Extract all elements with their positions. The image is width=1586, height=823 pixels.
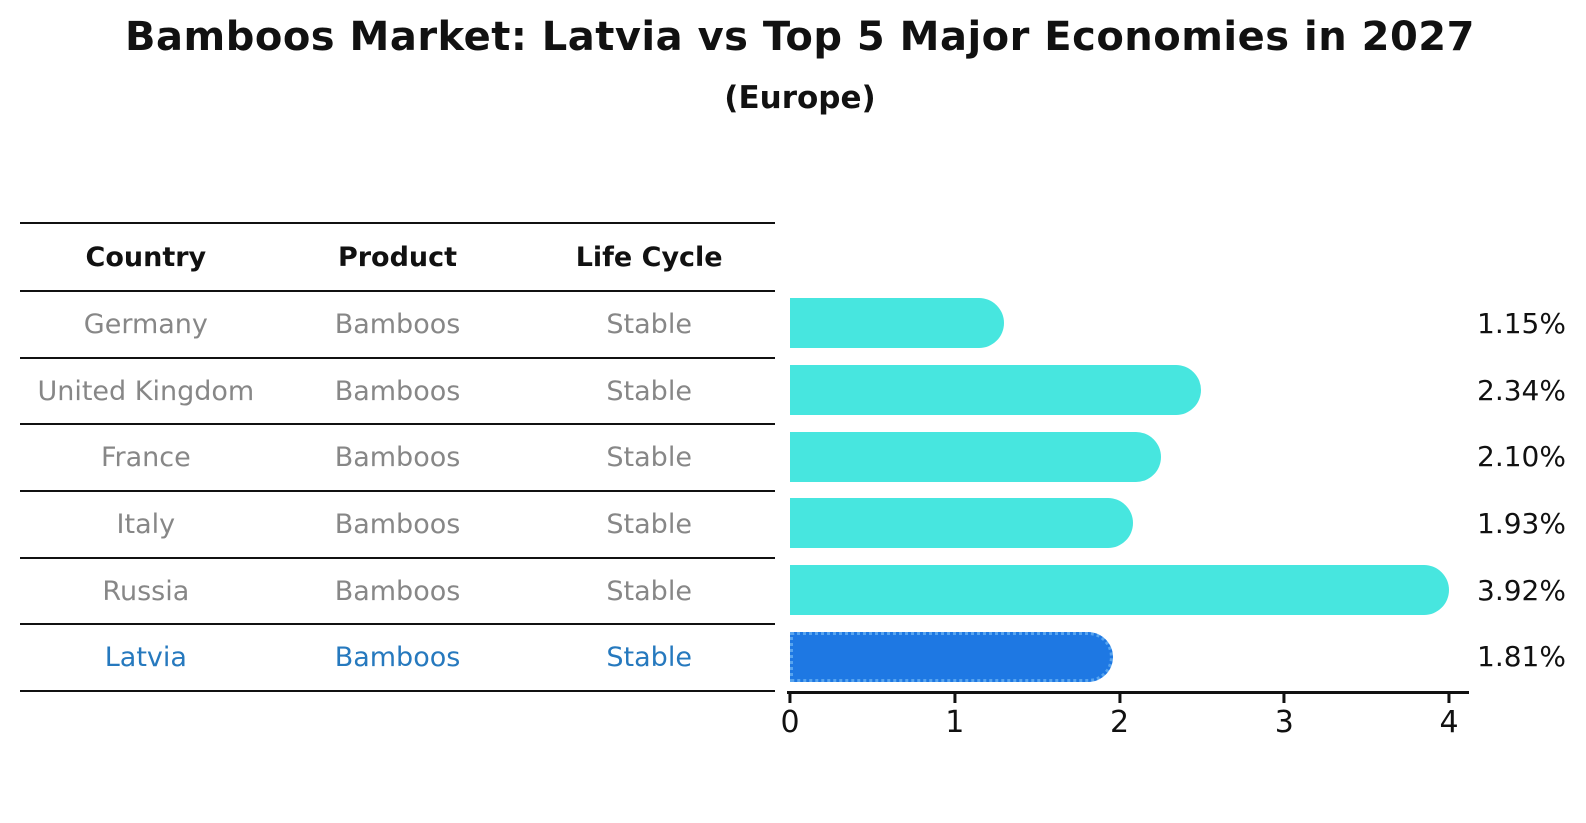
tick-label: 3 bbox=[1274, 705, 1294, 740]
bar-row-united-kingdom bbox=[790, 357, 1449, 424]
x-axis-tick-3: 3 bbox=[1275, 691, 1294, 739]
cell-life-cycle: Stable bbox=[606, 508, 692, 540]
column-header-product: Product bbox=[337, 241, 458, 273]
column-header-life-cycle: Life Cycle bbox=[575, 241, 723, 273]
tick-label: 0 bbox=[780, 705, 800, 740]
country-table: Country Product Life Cycle Germany Bambo… bbox=[20, 222, 775, 693]
bar-italy bbox=[790, 498, 1133, 549]
cell-life-cycle: Stable bbox=[606, 642, 692, 674]
cell-country: Russia bbox=[102, 575, 190, 607]
chart-subtitle: (Europe) bbox=[724, 80, 876, 116]
table-row-italy: Italy Bamboos Stable bbox=[20, 492, 775, 559]
chart-title: Bamboos Market: Latvia vs Top 5 Major Ec… bbox=[125, 14, 1475, 60]
bar-row-italy bbox=[790, 490, 1449, 557]
cell-country: Italy bbox=[116, 508, 176, 540]
cell-country: Latvia bbox=[104, 642, 187, 674]
cell-country: France bbox=[100, 442, 191, 474]
tick-label: 4 bbox=[1439, 705, 1459, 740]
value-label-united-kingdom: 2.34% bbox=[1477, 373, 1566, 407]
bar-row-latvia bbox=[790, 623, 1449, 690]
table-header-row: Country Product Life Cycle bbox=[20, 224, 775, 292]
x-axis-tick-4: 4 bbox=[1439, 691, 1459, 740]
tick-label: 1 bbox=[945, 705, 965, 740]
tick-label: 2 bbox=[1109, 705, 1130, 740]
cell-product: Bamboos bbox=[334, 642, 461, 674]
x-axis-tick-1: 1 bbox=[945, 691, 964, 739]
bar-france bbox=[790, 431, 1161, 482]
value-label-italy: 1.93% bbox=[1477, 506, 1566, 540]
bar-row-russia bbox=[790, 557, 1449, 624]
table-row-latvia: Latvia Bamboos Stable bbox=[20, 625, 775, 693]
tick-mark bbox=[1282, 691, 1286, 703]
x-axis-tick-0: 0 bbox=[780, 691, 800, 740]
value-label-latvia: 1.81% bbox=[1477, 640, 1566, 674]
cell-product: Bamboos bbox=[334, 508, 461, 540]
table-row-france: France Bamboos Stable bbox=[20, 425, 775, 493]
cell-product: Bamboos bbox=[334, 308, 461, 340]
value-row: 1.81% bbox=[1477, 623, 1586, 690]
x-axis-line bbox=[787, 691, 1469, 694]
tick-mark bbox=[1118, 691, 1121, 703]
cell-country: Germany bbox=[83, 308, 208, 340]
value-label-column: 1.15% 2.34% 2.10% 1.93% 3.92% 1.81% bbox=[1477, 290, 1586, 690]
tick-mark bbox=[1447, 691, 1451, 703]
table-row-germany: Germany Bamboos Stable bbox=[20, 292, 775, 359]
cell-product: Bamboos bbox=[334, 575, 461, 607]
value-row: 2.10% bbox=[1477, 423, 1586, 490]
cell-life-cycle: Stable bbox=[606, 308, 692, 340]
cell-product: Bamboos bbox=[334, 442, 461, 474]
value-row: 1.93% bbox=[1477, 490, 1586, 557]
bar-latvia bbox=[790, 631, 1114, 682]
value-label-france: 2.10% bbox=[1477, 440, 1566, 474]
x-axis-tick-2: 2 bbox=[1110, 691, 1129, 739]
cell-country: United Kingdom bbox=[37, 375, 255, 407]
tick-mark bbox=[788, 691, 792, 703]
value-label-russia: 3.92% bbox=[1477, 573, 1566, 607]
x-axis-ticks: 0 1 2 3 4 bbox=[780, 691, 1459, 751]
cell-product: Bamboos bbox=[334, 375, 461, 407]
value-row: 3.92% bbox=[1477, 557, 1586, 624]
bar-germany bbox=[790, 298, 1005, 349]
tick-mark bbox=[953, 691, 957, 703]
bar-row-france bbox=[790, 423, 1449, 490]
bar-plot-area bbox=[790, 290, 1449, 690]
cell-life-cycle: Stable bbox=[606, 575, 692, 607]
table-row-russia: Russia Bamboos Stable bbox=[20, 559, 775, 626]
value-row: 2.34% bbox=[1477, 357, 1586, 424]
table-row-united-kingdom: United Kingdom Bamboos Stable bbox=[20, 359, 775, 426]
column-header-country: Country bbox=[85, 241, 207, 273]
cell-life-cycle: Stable bbox=[606, 375, 692, 407]
bar-russia bbox=[790, 565, 1449, 616]
cell-life-cycle: Stable bbox=[606, 442, 692, 474]
value-label-germany: 1.15% bbox=[1477, 306, 1566, 340]
value-row: 1.15% bbox=[1477, 290, 1586, 357]
bar-united-kingdom bbox=[790, 365, 1201, 416]
bar-row-germany bbox=[790, 290, 1449, 357]
